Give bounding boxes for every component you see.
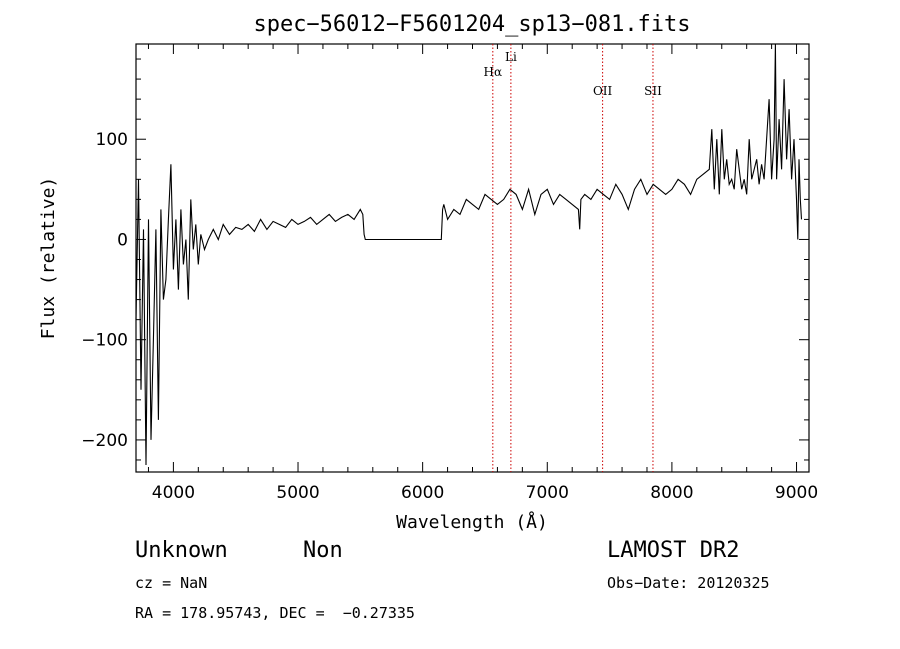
axis-ticks	[136, 44, 809, 472]
spectrum-line	[135, 43, 803, 466]
object-class: Unknown	[135, 538, 228, 563]
marker-label: Li	[505, 50, 517, 64]
redshift-cz: cz = NaN	[135, 574, 208, 592]
chart-title: spec−56012−F5601204_sp13−081.fits	[253, 12, 690, 37]
y-tick-label: 0	[117, 230, 128, 250]
y-tick-labels: −200 −100 0 100	[81, 130, 128, 451]
x-axis-label: Wavelength (Å)	[396, 511, 548, 533]
marker-label: OII	[593, 84, 613, 98]
marker-label: SII	[644, 84, 662, 98]
object-subclass: Non	[303, 538, 343, 563]
y-axis-label: Flux (relative)	[38, 177, 59, 340]
x-tick-label: 8000	[650, 483, 693, 503]
x-tick-label: 7000	[526, 483, 569, 503]
x-tick-label: 6000	[401, 483, 444, 503]
coordinates: RA = 178.95743, DEC = −0.27335	[135, 604, 415, 622]
y-tick-label: −200	[81, 431, 128, 451]
x-tick-label: 9000	[775, 483, 818, 503]
observation-date: Obs−Date: 20120325	[607, 574, 770, 592]
x-tick-labels: 4000 5000 6000 7000 8000 9000	[152, 483, 818, 503]
survey-name: LAMOST DR2	[607, 538, 740, 563]
y-tick-label: 100	[96, 130, 128, 150]
x-tick-label: 4000	[152, 483, 195, 503]
y-tick-label: −100	[81, 331, 128, 351]
plot-frame	[135, 43, 810, 473]
marker-label: Hα	[484, 65, 503, 79]
spectrum-series	[135, 43, 803, 466]
x-tick-label: 5000	[276, 483, 319, 503]
